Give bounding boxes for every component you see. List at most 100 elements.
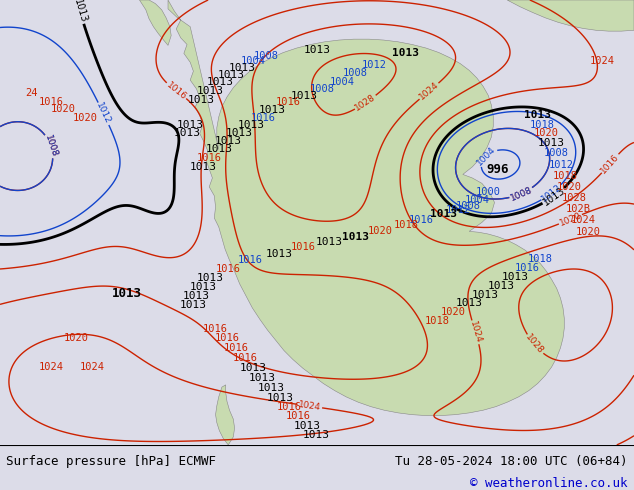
Text: 1020: 1020	[73, 113, 98, 123]
Text: 1018: 1018	[393, 220, 418, 230]
Text: 1013: 1013	[226, 128, 253, 139]
Text: 1016: 1016	[216, 264, 241, 274]
Text: 1008: 1008	[43, 134, 59, 158]
Text: 1016: 1016	[223, 343, 249, 353]
Text: 1028: 1028	[561, 193, 586, 202]
Text: 1008: 1008	[309, 84, 335, 94]
Text: 1018: 1018	[553, 171, 578, 181]
Text: 1012: 1012	[361, 59, 387, 70]
Text: 1016: 1016	[409, 215, 434, 225]
Text: 1012: 1012	[445, 205, 470, 215]
Polygon shape	[507, 0, 634, 31]
Text: 1016: 1016	[203, 324, 228, 334]
Text: 1013: 1013	[430, 209, 457, 219]
Text: 1024: 1024	[38, 362, 63, 372]
Text: 1018: 1018	[529, 120, 555, 129]
Text: 1013: 1013	[183, 291, 210, 301]
Text: 1016: 1016	[276, 402, 302, 412]
Text: 1024: 1024	[79, 362, 105, 372]
Text: 1013: 1013	[266, 248, 292, 259]
Text: 1016: 1016	[599, 152, 621, 175]
Text: 1013: 1013	[258, 383, 285, 393]
Text: 1013: 1013	[177, 120, 204, 129]
Text: Tu 28-05-2024 18:00 UTC (06+84): Tu 28-05-2024 18:00 UTC (06+84)	[395, 455, 628, 467]
Text: 1008: 1008	[342, 69, 368, 78]
Text: 1016: 1016	[285, 412, 311, 421]
Text: 1013: 1013	[392, 49, 419, 58]
Text: 1016: 1016	[214, 333, 240, 343]
Text: 1013: 1013	[524, 110, 551, 120]
Text: 1016: 1016	[276, 98, 301, 107]
Text: 1013: 1013	[174, 128, 200, 139]
Text: 1016: 1016	[232, 353, 257, 363]
Polygon shape	[139, 0, 171, 46]
Text: 1008: 1008	[254, 50, 279, 61]
Text: 1013: 1013	[72, 0, 88, 24]
Text: 1016: 1016	[290, 242, 316, 252]
Text: 1016: 1016	[197, 153, 222, 163]
Polygon shape	[168, 0, 564, 416]
Text: 1020: 1020	[368, 226, 393, 236]
Text: 1013: 1013	[190, 162, 216, 172]
Text: 1013: 1013	[197, 86, 224, 96]
Text: 1016: 1016	[38, 98, 63, 107]
Text: 1013: 1013	[304, 45, 330, 55]
Text: 24: 24	[25, 88, 38, 98]
Text: 1008: 1008	[509, 185, 534, 202]
Text: 1013: 1013	[218, 70, 245, 80]
Text: 1013: 1013	[316, 238, 343, 247]
Text: 1016: 1016	[250, 113, 276, 123]
Text: 1008: 1008	[455, 200, 481, 211]
Text: 1004: 1004	[241, 56, 266, 67]
Text: 1020: 1020	[51, 104, 76, 114]
Text: 1024: 1024	[590, 56, 615, 67]
Text: 1013: 1013	[112, 287, 142, 300]
Text: 1013: 1013	[229, 63, 256, 73]
Text: 1013: 1013	[456, 298, 482, 308]
Text: 1024: 1024	[417, 80, 441, 102]
Text: 1018: 1018	[527, 254, 553, 264]
Text: 1013: 1013	[501, 272, 528, 282]
Text: 1024: 1024	[571, 215, 596, 225]
Text: 1013: 1013	[302, 430, 329, 440]
Text: 1028: 1028	[524, 333, 545, 356]
Text: 1008: 1008	[544, 148, 569, 158]
Text: 1004: 1004	[330, 77, 355, 87]
Text: 1013: 1013	[541, 185, 567, 207]
Text: 1020: 1020	[441, 307, 466, 318]
Text: 1013: 1013	[291, 91, 318, 100]
Text: 1013: 1013	[342, 232, 368, 242]
Text: 1013: 1013	[207, 77, 234, 87]
Text: 1013: 1013	[240, 364, 267, 373]
Text: 1013: 1013	[190, 282, 216, 292]
Text: 1020: 1020	[576, 227, 601, 237]
Text: 1013: 1013	[488, 281, 514, 291]
Text: 1013: 1013	[197, 273, 224, 283]
Text: 1000: 1000	[476, 187, 501, 197]
Text: 1013: 1013	[188, 95, 215, 105]
Text: 1012: 1012	[94, 101, 113, 126]
Text: 1008: 1008	[509, 185, 534, 202]
Text: 1020: 1020	[557, 182, 582, 192]
Text: 1013: 1013	[249, 373, 276, 383]
Text: 1024: 1024	[298, 400, 321, 412]
Text: 1013: 1013	[179, 300, 206, 310]
Text: 1013: 1013	[215, 137, 242, 147]
Text: 996: 996	[486, 163, 509, 175]
Text: 1004: 1004	[475, 145, 498, 167]
Text: 1013: 1013	[472, 290, 498, 299]
Text: © weatheronline.co.uk: © weatheronline.co.uk	[470, 477, 628, 490]
Text: 1013: 1013	[294, 421, 320, 431]
Text: 1020: 1020	[534, 128, 559, 139]
Text: 1013: 1013	[267, 393, 294, 403]
Text: 1013: 1013	[205, 144, 232, 154]
Text: 1013: 1013	[538, 138, 565, 148]
Text: Surface pressure [hPa] ECMWF: Surface pressure [hPa] ECMWF	[6, 455, 216, 467]
Text: 1018: 1018	[425, 316, 450, 326]
Text: 1008: 1008	[43, 134, 59, 158]
Text: 1012: 1012	[540, 182, 564, 203]
Text: 1013: 1013	[259, 105, 286, 115]
Text: 1020: 1020	[558, 211, 583, 228]
Text: 1024: 1024	[468, 320, 483, 344]
Text: 1016: 1016	[165, 80, 188, 101]
